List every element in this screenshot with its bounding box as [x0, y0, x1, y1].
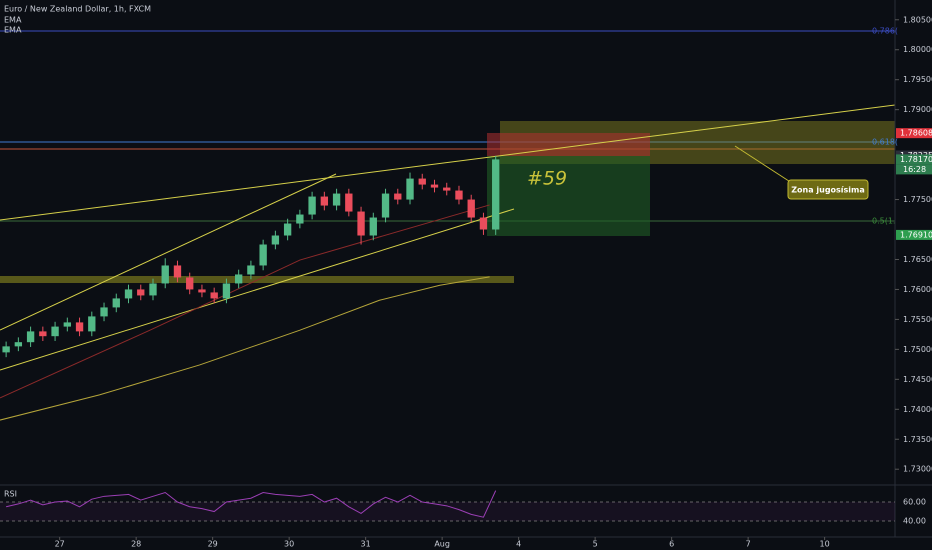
x-tick-label: 29	[208, 540, 218, 549]
rsi-band	[0, 502, 895, 522]
candle-body	[149, 283, 157, 296]
candle-body	[345, 193, 353, 212]
candle-body	[234, 274, 243, 284]
candle-body	[210, 292, 218, 299]
countdown-tag	[896, 164, 932, 175]
y-tick-label: 1.74000	[903, 405, 932, 414]
price-tag	[896, 128, 932, 139]
candle-body	[381, 193, 390, 218]
fib-label: 0.5(1.	[872, 217, 895, 226]
price-tag-label: 1.78608	[900, 129, 932, 138]
candle-body	[332, 193, 341, 206]
candle-body	[320, 196, 329, 206]
candle-body	[137, 289, 145, 296]
candle-body	[14, 342, 23, 347]
candle-body	[186, 277, 194, 290]
candle-body	[26, 331, 35, 343]
y-tick-label: 1.76500	[903, 255, 932, 264]
price-tag	[896, 154, 932, 165]
legend-title: Euro / New Zealand Dollar, 1h, FXCM	[4, 5, 151, 14]
countdown: 16:28	[903, 165, 926, 174]
candle-body	[161, 265, 169, 284]
y-tick-label: 1.74500	[903, 375, 932, 384]
rsi-label: RSI	[4, 490, 17, 499]
candle-body	[75, 322, 84, 332]
candle-body	[479, 217, 488, 230]
candle-body	[112, 298, 120, 308]
price-tag-label: 1.76910	[900, 230, 932, 239]
rsi-tick-label: 60.00	[903, 498, 926, 507]
price-tag-label: 1.78170	[900, 155, 932, 164]
callout-text: Zona jugosísima	[791, 186, 865, 195]
candle-body	[455, 190, 463, 200]
support-zone	[0, 276, 514, 283]
callout-line	[734, 145, 796, 186]
rsi-line	[6, 490, 497, 518]
price-tag	[896, 229, 932, 240]
legend-entry: EMA	[4, 26, 22, 35]
candle-body	[296, 214, 304, 224]
candle-body	[222, 283, 231, 299]
candle-body	[369, 217, 377, 236]
fib-label: 0.786(	[872, 27, 898, 36]
candle-body	[247, 265, 255, 275]
candle-body	[173, 265, 182, 278]
candle-body	[271, 235, 280, 245]
y-tick-label: 1.80000	[903, 45, 932, 54]
candle-body	[259, 244, 267, 266]
candle-body	[492, 159, 500, 230]
fib-label: 0.618(	[872, 138, 898, 147]
x-tick-label: 27	[55, 540, 65, 549]
y-tick-label: 1.73500	[903, 435, 932, 444]
y-tick-label: 1.80500	[903, 15, 932, 24]
x-tick-label: 6	[669, 540, 674, 549]
candle-body	[198, 289, 206, 293]
x-tick-label: 5	[593, 540, 598, 549]
candle-body	[418, 178, 426, 185]
trendline	[0, 173, 337, 331]
candle-body	[2, 346, 10, 353]
y-tick-label: 1.79000	[903, 105, 932, 114]
candle-body	[88, 316, 96, 332]
candle-body	[63, 322, 71, 327]
annotation: #59	[527, 168, 567, 190]
candle-body	[430, 184, 439, 188]
y-tick-label: 1.79500	[903, 75, 932, 84]
y-tick-label: 1.76000	[903, 285, 932, 294]
callout-box	[787, 179, 869, 200]
x-tick-label: 28	[131, 540, 141, 549]
profit-zone	[487, 156, 650, 236]
candle-body	[100, 307, 108, 317]
trendline	[0, 104, 896, 221]
x-tick-label: 10	[820, 540, 830, 549]
y-tick-label: 1.75500	[903, 315, 932, 324]
candle-body	[443, 187, 451, 191]
candle-body	[124, 289, 133, 299]
legend-entry: EMA	[4, 16, 22, 25]
candle-body	[357, 211, 365, 236]
candle-body	[406, 178, 414, 200]
y-tick-label: 1.73000	[903, 465, 932, 474]
candle-body	[51, 326, 59, 337]
x-tick-label: 7	[746, 540, 751, 549]
x-tick-label: 30	[284, 540, 294, 549]
x-tick-label: 4	[516, 540, 521, 549]
stop-zone	[487, 133, 650, 156]
ema-line	[0, 276, 490, 421]
x-tick-label: Aug	[434, 540, 450, 549]
rsi-tick-label: 40.00	[903, 517, 926, 526]
candle-body	[308, 196, 316, 215]
trendline	[0, 208, 515, 371]
candle-body	[394, 193, 402, 200]
x-tick-label: 31	[361, 540, 371, 549]
y-tick-label: 1.77500	[903, 195, 932, 204]
candle-body	[283, 223, 292, 236]
candle-body	[39, 331, 47, 337]
y-tick-label: 1.75000	[903, 345, 932, 354]
candle-body	[467, 199, 475, 218]
